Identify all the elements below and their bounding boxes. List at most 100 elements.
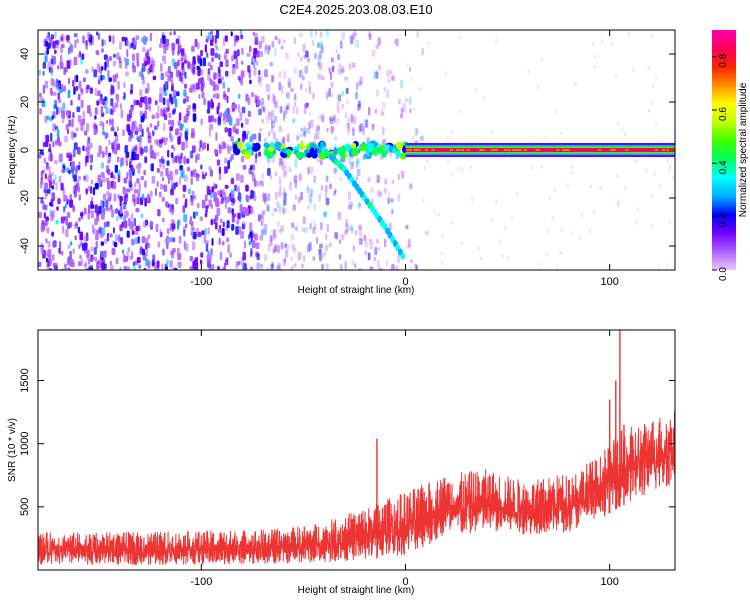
heatmap-cell <box>142 46 146 53</box>
heatmap-cell <box>277 245 280 254</box>
heatmap-cell <box>350 202 354 208</box>
heatmap-cell <box>282 258 286 267</box>
heatmap-cell <box>341 66 345 73</box>
heatmap-cell <box>183 213 188 223</box>
heatmap-cell <box>63 194 68 202</box>
heatmap-cell <box>227 146 231 154</box>
spectrogram-x-ticks: -100 0 100 <box>190 30 619 288</box>
heatmap-cell <box>173 146 176 152</box>
heatmap-cell <box>284 243 287 248</box>
heatmap-cell <box>341 91 344 97</box>
heatmap-cell <box>309 119 314 129</box>
heatmap-cell <box>114 147 118 155</box>
heatmap-cell <box>155 223 159 233</box>
heatmap-cell <box>171 78 174 87</box>
heatmap-cell <box>196 65 200 71</box>
heatmap-cell <box>446 135 449 140</box>
heatmap-cell <box>223 118 227 125</box>
heatmap-cell <box>78 217 81 222</box>
y-tick-label: 40 <box>19 48 31 60</box>
heatmap-cell <box>151 64 155 74</box>
heatmap-cell <box>220 76 224 81</box>
heatmap-cell <box>117 194 121 199</box>
heatmap-cell <box>175 182 178 188</box>
heatmap-cell <box>222 221 225 228</box>
heatmap-cell <box>321 264 324 270</box>
heatmap-cell <box>123 187 127 196</box>
heatmap-cell <box>495 199 498 204</box>
heatmap-cell <box>300 127 303 132</box>
heatmap-cell <box>666 149 670 151</box>
heatmap-cell <box>278 157 282 167</box>
heatmap-cell <box>69 241 73 246</box>
heatmap-cell <box>425 149 428 151</box>
heatmap-cell <box>151 163 154 172</box>
heatmap-cell <box>302 216 306 225</box>
heatmap-cell <box>387 192 391 199</box>
heatmap-cell <box>285 243 289 253</box>
heatmap-cell <box>41 151 44 156</box>
heatmap-cell <box>320 185 323 191</box>
heatmap-cell <box>138 182 141 190</box>
heatmap-cell <box>319 115 322 120</box>
heatmap-cell <box>351 160 354 167</box>
heatmap-cell <box>106 132 109 138</box>
heatmap-cell <box>80 59 83 65</box>
heatmap-cell <box>123 92 126 99</box>
heatmap-cell <box>75 127 79 132</box>
heatmap-cell <box>227 207 232 214</box>
heatmap-cell <box>251 92 255 98</box>
heatmap-cell <box>84 174 89 182</box>
heatmap-cell <box>140 115 144 123</box>
heatmap-cell <box>69 199 74 208</box>
heatmap-cell <box>170 209 175 215</box>
heatmap-cell <box>38 261 42 268</box>
heatmap-cell <box>261 191 265 198</box>
heatmap-cell <box>221 241 225 246</box>
heatmap-cell <box>232 143 238 151</box>
heatmap-cell <box>320 41 323 51</box>
heatmap-cell <box>160 38 163 44</box>
heatmap-cell <box>107 168 111 176</box>
heatmap-cell <box>69 250 73 260</box>
heatmap-cell <box>231 66 236 75</box>
heatmap-cell <box>100 200 103 206</box>
heatmap-cell <box>237 93 241 99</box>
heatmap-cell <box>163 45 167 54</box>
heatmap-cell <box>95 50 100 56</box>
heatmap-cell <box>495 38 498 43</box>
heatmap-cell <box>574 81 577 86</box>
heatmap-cell <box>345 87 349 95</box>
heatmap-cell <box>129 161 132 169</box>
heatmap-cell <box>160 183 163 190</box>
heatmap-cell <box>527 69 530 74</box>
heatmap-cell <box>153 125 158 131</box>
heatmap-cell <box>282 136 286 145</box>
heatmap-cell <box>215 221 218 230</box>
heatmap-cell <box>142 76 145 85</box>
heatmap-cell <box>261 210 265 215</box>
heatmap-cell <box>191 45 195 52</box>
heatmap-cell <box>258 108 262 116</box>
heatmap-cell <box>377 259 380 269</box>
heatmap-cell <box>108 56 113 61</box>
heatmap-cell <box>74 235 77 241</box>
heatmap-cell <box>236 186 240 193</box>
heatmap-cell <box>44 195 48 200</box>
heatmap-cell <box>132 266 136 270</box>
heatmap-cell <box>408 96 412 105</box>
heatmap-cell <box>318 248 322 256</box>
heatmap-cell <box>632 67 635 72</box>
heatmap-cell <box>278 179 282 186</box>
heatmap-cell <box>57 65 59 70</box>
heatmap-cell <box>105 107 109 115</box>
snr-y-axis-label: SNR (10 * v/v) <box>7 418 18 482</box>
heatmap-cell <box>269 241 273 247</box>
heatmap-cell <box>38 154 42 159</box>
heatmap-cell <box>653 171 656 176</box>
heatmap-cell <box>325 263 329 270</box>
heatmap-cell <box>90 200 93 207</box>
heatmap-cell <box>290 266 294 270</box>
heatmap-cell <box>217 228 222 233</box>
heatmap-cell <box>172 267 175 270</box>
